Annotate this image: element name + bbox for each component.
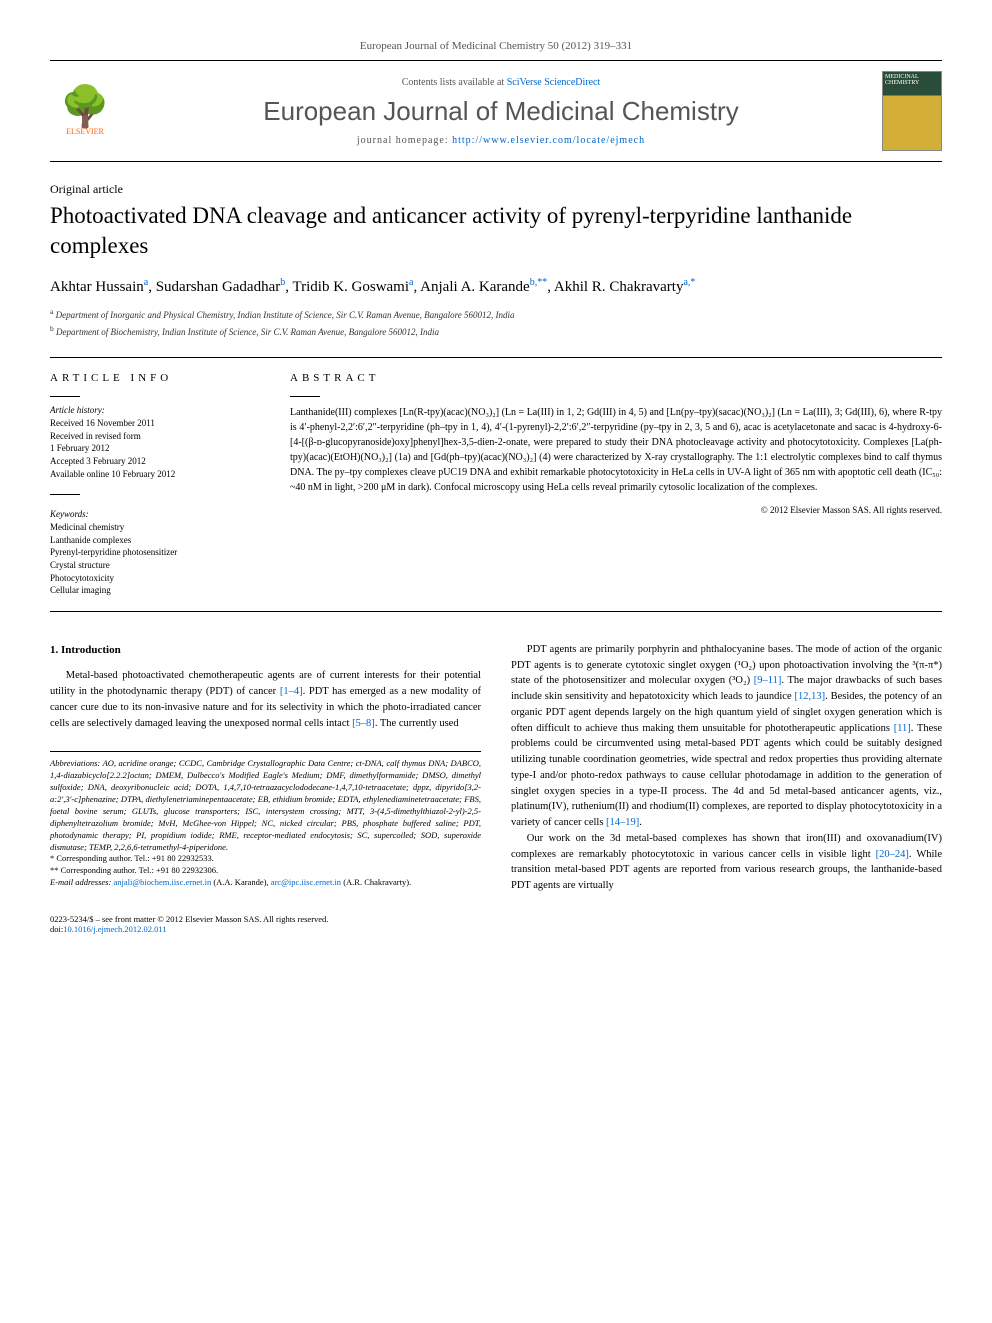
article-title: Photoactivated DNA cleavage and anticanc… [50, 201, 942, 261]
footnotes-block: Abbreviations: AO, acridine orange; CCDC… [50, 751, 481, 889]
corresponding-author-2: ** Corresponding author. Tel.: +91 80 22… [50, 865, 481, 877]
contents-prefix: Contents lists available at [402, 77, 507, 88]
body-columns: 1. Introduction Metal-based photoactivat… [50, 642, 942, 894]
elsevier-logo[interactable]: 🌳 ELSEVIER [50, 71, 120, 151]
abstract-text: Lanthanide(III) complexes [Ln(R-tpy)(aca… [290, 405, 942, 495]
body-paragraph: PDT agents are primarily porphyrin and p… [511, 642, 942, 831]
divider-short [50, 494, 80, 495]
body-column-left: 1. Introduction Metal-based photoactivat… [50, 642, 481, 894]
history-list: Received 16 November 2011Received in rev… [50, 417, 250, 480]
abbreviations: Abbreviations: AO, acridine orange; CCDC… [50, 758, 481, 853]
article-type: Original article [50, 182, 942, 197]
journal-cover-thumbnail[interactable]: MEDICINAL CHEMISTRY [882, 71, 942, 151]
homepage-prefix: journal homepage: [357, 135, 452, 146]
affiliations: a Department of Inorganic and Physical C… [50, 306, 942, 339]
contents-line: Contents lists available at SciVerse Sci… [140, 77, 862, 88]
article-info-column: ARTICLE INFO Article history: Received 1… [50, 372, 250, 597]
divider [50, 161, 942, 162]
corresponding-author-1: * Corresponding author. Tel.: +91 80 229… [50, 853, 481, 865]
email-link-1[interactable]: anjali@biochem.iisc.ernet.in [113, 877, 211, 887]
footer-copyright: 0223-5234/$ – see front matter © 2012 El… [50, 914, 942, 924]
info-abstract-block: ARTICLE INFO Article history: Received 1… [50, 357, 942, 612]
keywords-list: Medicinal chemistryLanthanide complexesP… [50, 521, 250, 597]
body-paragraph: Metal-based photoactivated chemotherapeu… [50, 668, 481, 731]
copyright-line: © 2012 Elsevier Masson SAS. All rights r… [290, 505, 942, 515]
journal-header: 🌳 ELSEVIER Contents lists available at S… [50, 61, 942, 161]
emails-prefix: E-mail addresses: [50, 877, 113, 887]
homepage-link[interactable]: http://www.elsevier.com/locate/ejmech [452, 135, 645, 146]
keywords-label: Keywords: [50, 509, 250, 519]
email-addresses: E-mail addresses: anjali@biochem.iisc.er… [50, 877, 481, 889]
header-center: Contents lists available at SciVerse Sci… [140, 77, 862, 146]
divider-short [290, 396, 320, 397]
email-affiliation-2: (A.R. Chakravarty). [341, 877, 411, 887]
elsevier-label: ELSEVIER [66, 127, 104, 136]
footer: 0223-5234/$ – see front matter © 2012 El… [50, 914, 942, 934]
section-heading: 1. Introduction [50, 642, 481, 659]
email-link-2[interactable]: arc@ipc.iisc.ernet.in [271, 877, 341, 887]
abstract-column: ABSTRACT Lanthanide(III) complexes [Ln(R… [290, 372, 942, 597]
journal-name: European Journal of Medicinal Chemistry [140, 96, 862, 127]
footer-doi: doi:10.1016/j.ejmech.2012.02.011 [50, 924, 942, 934]
elsevier-tree-icon: 🌳 [60, 87, 110, 127]
body-paragraph: Our work on the 3d metal-based complexes… [511, 831, 942, 894]
homepage-line: journal homepage: http://www.elsevier.co… [140, 135, 862, 146]
sciencedirect-link[interactable]: SciVerse ScienceDirect [507, 77, 601, 88]
email-affiliation-1: (A.A. Karande), [211, 877, 270, 887]
citation-bar: European Journal of Medicinal Chemistry … [50, 40, 942, 60]
article-info-label: ARTICLE INFO [50, 372, 250, 384]
doi-link[interactable]: 10.1016/j.ejmech.2012.02.011 [63, 924, 166, 934]
authors-list: Akhtar Hussaina, Sudarshan Gadadharb, Tr… [50, 275, 942, 299]
body-column-right: PDT agents are primarily porphyrin and p… [511, 642, 942, 894]
abstract-label: ABSTRACT [290, 372, 942, 384]
divider-short [50, 396, 80, 397]
history-label: Article history: [50, 405, 250, 415]
